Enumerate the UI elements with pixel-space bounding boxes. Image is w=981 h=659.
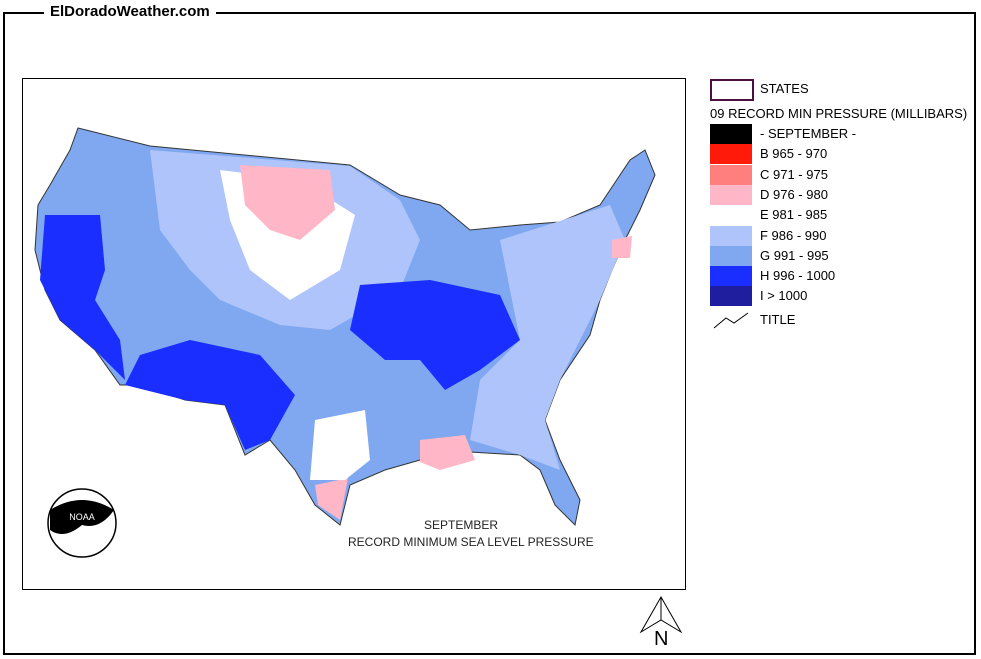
legend-label: B 965 - 970: [760, 146, 828, 162]
legend-label: I > 1000: [760, 288, 808, 304]
outer-border: [3, 12, 976, 655]
legend-swatch: [710, 225, 752, 246]
legend-label: - SEPTEMBER -: [760, 126, 857, 141]
legend-states-label: STATES: [760, 81, 809, 96]
region-d-newengland: [612, 236, 632, 258]
legend-swatch: [710, 164, 752, 185]
legend-label: F 986 - 990: [760, 227, 827, 243]
region-h-central: [350, 280, 520, 390]
legend-swatch: [710, 286, 752, 307]
north-label: N: [654, 628, 669, 650]
legend-label: D 976 - 980: [760, 186, 828, 202]
region-e-texas: [310, 410, 370, 480]
legend-label: E 981 - 985: [760, 207, 828, 223]
legend-swatch: [710, 266, 752, 287]
region-h-southwest: [125, 340, 295, 450]
legend-title-label: TITLE: [760, 312, 796, 327]
svg-text:NOAA: NOAA: [69, 512, 95, 522]
legend-label: G 991 - 995: [760, 247, 829, 263]
map-caption-month: SEPTEMBER: [424, 518, 499, 532]
region-f-east: [470, 205, 625, 470]
region-d-texas: [315, 478, 348, 520]
legend-label: H 996 - 1000: [760, 268, 836, 284]
map-frame: [22, 78, 686, 590]
states-swatch: [710, 79, 754, 101]
legend-swatch: [710, 205, 752, 226]
legend-swatch: [710, 124, 752, 144]
title-line-icon: [713, 312, 749, 329]
legend-label: C 971 - 975: [760, 166, 828, 182]
north-arrow-icon: [639, 595, 683, 634]
map-caption-title: RECORD MINIMUM SEA LEVEL PRESSURE: [348, 535, 594, 549]
legend-swatch: [710, 184, 752, 205]
site-title[interactable]: ElDoradoWeather.com: [44, 3, 216, 20]
region-d-dakota: [240, 165, 335, 240]
legend-swatch: [710, 144, 752, 165]
legend-swatch: [710, 245, 752, 266]
region-h-west: [40, 215, 125, 380]
region-d-gulf: [420, 435, 475, 470]
legend-heading: 09 RECORD MIN PRESSURE (MILLIBARS): [710, 106, 968, 121]
noaa-logo: NOAA: [47, 488, 117, 558]
